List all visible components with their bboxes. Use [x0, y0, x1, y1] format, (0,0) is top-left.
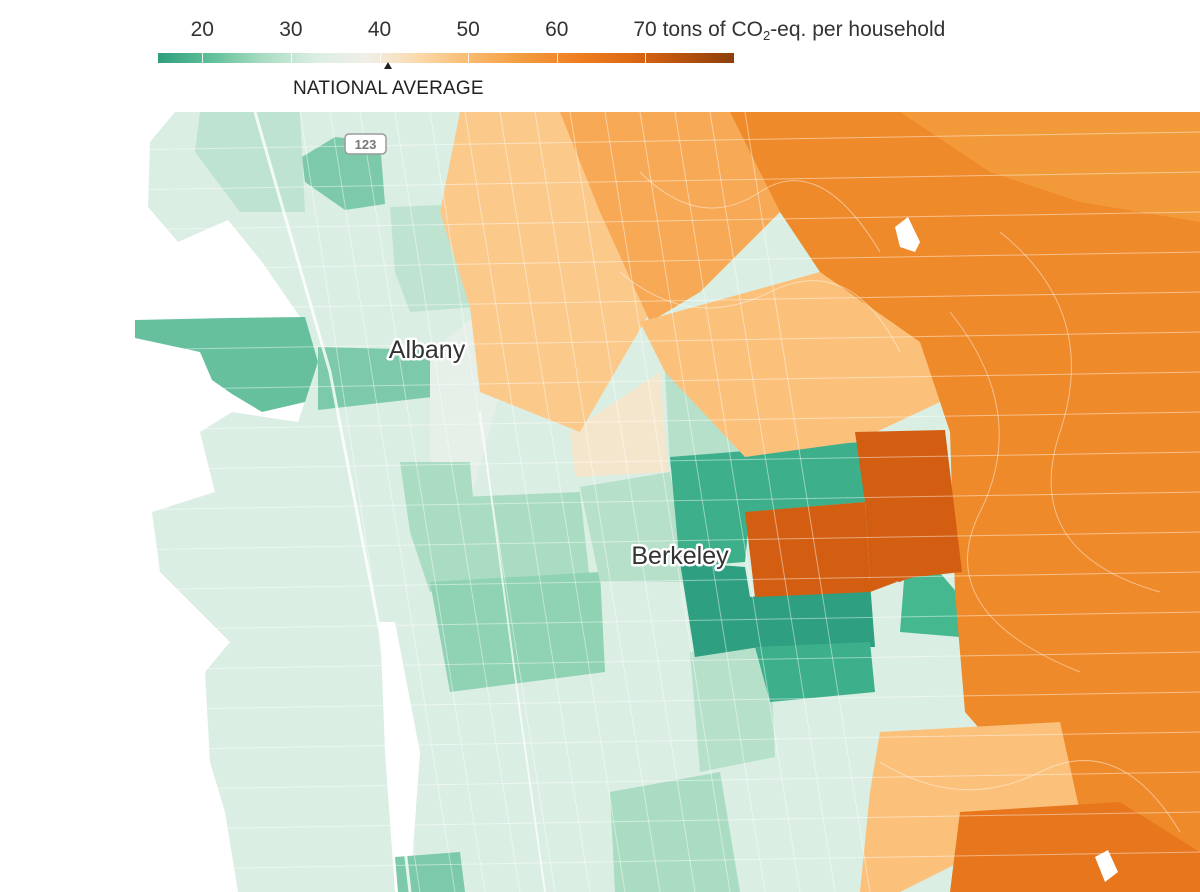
- shield-box: [344, 133, 387, 155]
- street-grid: [0, 112, 1200, 892]
- legend-tick-mark-30: [290, 46, 292, 63]
- legend-unit: tons of CO2-eq. per household: [656, 18, 946, 43]
- legend-tick-50: 50: [456, 18, 479, 42]
- legend-tick-value: 20: [190, 18, 214, 41]
- tract-hills-north: [560, 112, 780, 322]
- legend-tick-70: 70 tons of CO2-eq. per household: [633, 18, 945, 42]
- reservoir: [895, 217, 920, 252]
- tract-albany-west: [318, 347, 432, 410]
- legend-tick-value: 40: [367, 18, 392, 41]
- legend-tick-mark-20: [202, 46, 204, 63]
- tract-southwest-edge: [395, 852, 465, 892]
- legend-tick-60: 60: [545, 18, 568, 42]
- tract-west-berkeley-d: [580, 472, 690, 582]
- tract-hills-far-east: [900, 112, 1200, 222]
- tract-south-a: [690, 642, 775, 772]
- legend-tick-20: 20: [191, 18, 214, 42]
- national-average-marker: [384, 62, 393, 69]
- legend-tick-40: 40: [368, 18, 391, 42]
- tract-southeast-light: [860, 722, 1080, 892]
- national-average-label: NATIONAL AVERAGE: [292, 78, 484, 99]
- tract-elmwood: [745, 502, 910, 597]
- shoreline-strip: [380, 622, 420, 892]
- legend-color-ramp: [158, 53, 734, 63]
- carbon-footprint-map: 123 Albany Berkeley: [0, 112, 1200, 892]
- legend-tick-30: 30: [279, 18, 302, 42]
- unit-prefix: tons of CO: [656, 18, 763, 41]
- tract-southside: [755, 642, 875, 702]
- tract-downtown-b: [680, 562, 875, 657]
- legend-tick-value: 60: [545, 18, 569, 41]
- tract-southeast-orange: [950, 802, 1200, 892]
- tract-west-berkeley-a: [400, 462, 480, 592]
- rail-line: [479, 411, 546, 892]
- legend-tick-value: 50: [456, 18, 480, 41]
- lake-south: [1095, 850, 1118, 882]
- freeway: [253, 112, 412, 892]
- legend-tick-value: 30: [279, 18, 303, 41]
- highway-shield-123: 123: [344, 133, 387, 155]
- color-legend: 20 30 40 50 60 70 tons of CO2-eq. per househo…: [0, 0, 1200, 112]
- tract-west-berkeley-b: [460, 492, 590, 582]
- tract-south-b: [610, 772, 740, 892]
- legend-tick-mark-70: [645, 46, 647, 63]
- tract-downtown-a: [670, 442, 865, 567]
- tract-east-campus: [900, 567, 965, 637]
- tract-west-berkeley-c: [430, 572, 605, 692]
- place-label-berkeley: Berkeley: [631, 542, 729, 570]
- tract-hills-east: [730, 112, 1200, 892]
- bay-water: [0, 112, 318, 892]
- legend-tick-mark-50: [468, 46, 470, 63]
- tract-hills-neutral: [570, 372, 668, 477]
- unit-suffix: -eq. per household: [770, 18, 946, 41]
- tract-marina: [135, 317, 318, 412]
- tract-hills-mid: [640, 272, 940, 457]
- shield-number: 123: [355, 137, 377, 152]
- legend-tick-value: 70: [633, 18, 657, 41]
- marina-pier: [125, 287, 140, 330]
- legend-tick-mark-40: [379, 46, 381, 63]
- place-label-albany: Albany: [389, 336, 466, 364]
- legend-tick-mark-60: [556, 46, 558, 63]
- unit-subscript: 2: [762, 28, 771, 43]
- tract-north-green: [302, 137, 385, 210]
- tract-claremont: [855, 430, 962, 582]
